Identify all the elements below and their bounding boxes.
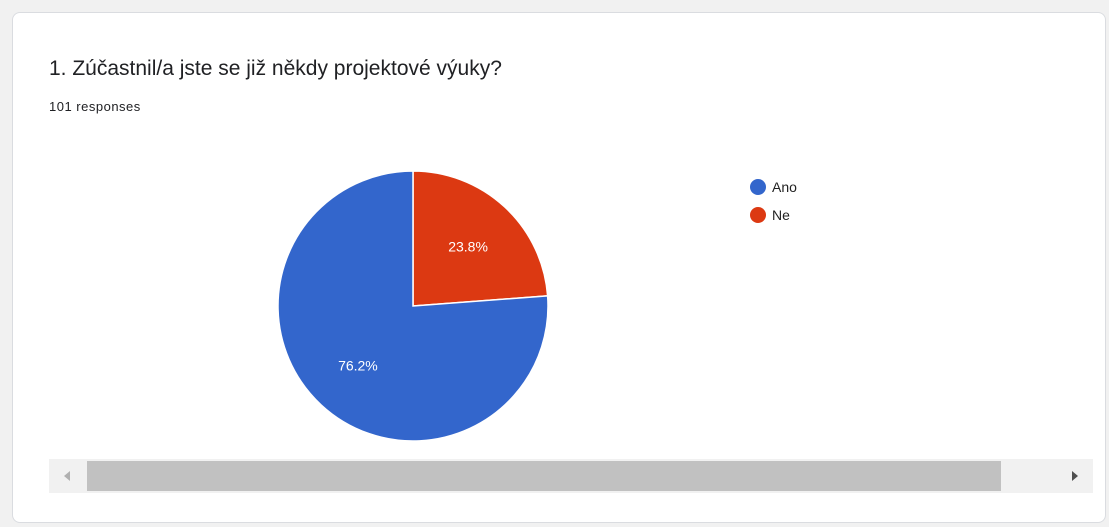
legend-item-ne[interactable]: Ne <box>750 201 797 229</box>
legend-swatch-ne <box>750 207 766 223</box>
scrollbar-thumb[interactable] <box>87 461 1001 491</box>
legend-item-ano[interactable]: Ano <box>750 173 797 201</box>
pie-slice-ano[interactable] <box>277 170 549 442</box>
pie-chart: 23.8% 76.2% <box>277 170 549 442</box>
legend-label-ne: Ne <box>772 207 790 223</box>
scroll-right-button[interactable] <box>1057 459 1093 493</box>
chart-card: 1. Zúčastnil/a jste se již někdy projekt… <box>12 12 1106 523</box>
response-count: 101 responses <box>49 99 141 114</box>
legend-label-ano: Ano <box>772 179 797 195</box>
chart-legend: Ano Ne <box>750 173 797 229</box>
pie-slice-ne[interactable] <box>412 170 549 307</box>
question-title: 1. Zúčastnil/a jste se již někdy projekt… <box>49 57 502 80</box>
scroll-left-button[interactable] <box>49 459 85 493</box>
pie-label-ano: 76.2% <box>338 357 378 373</box>
scroll-right-arrow-icon <box>1072 471 1078 481</box>
legend-swatch-ano <box>750 179 766 195</box>
scroll-left-arrow-icon <box>64 471 70 481</box>
pie-label-ne: 23.8% <box>448 239 488 255</box>
horizontal-scrollbar[interactable] <box>49 459 1093 493</box>
